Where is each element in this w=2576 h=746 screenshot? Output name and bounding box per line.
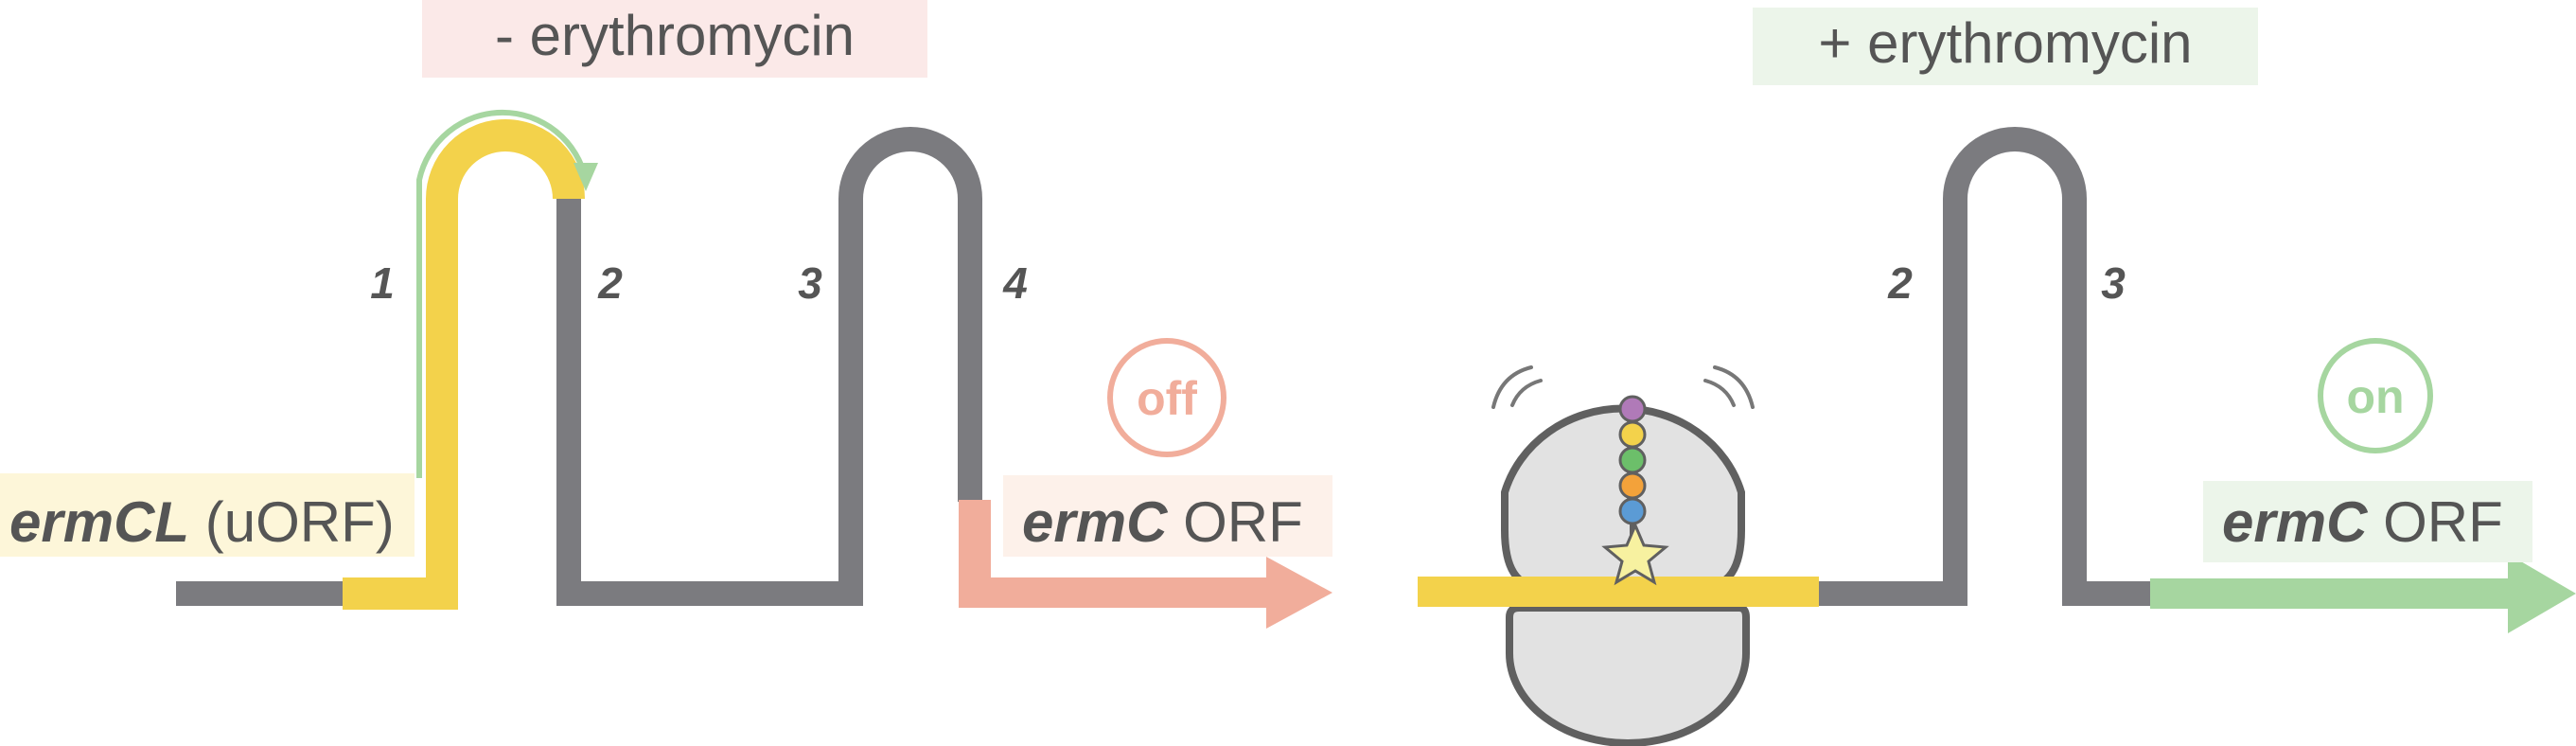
stem-number-1: 1 <box>370 258 395 308</box>
orf-on-label: ermC ORF <box>2222 490 2503 554</box>
uorf-label-bg <box>0 473 415 557</box>
uorf-gene-name: ermCL <box>9 490 189 554</box>
mrna-right-hairpin <box>1798 127 2167 606</box>
orf-on-gene-name: ermC <box>2222 490 2369 554</box>
condition-label-minus: - erythromycin <box>495 4 855 67</box>
uorf-gene-suffix: (uORF) <box>189 490 395 554</box>
orf-off-label-bg <box>1003 475 1332 557</box>
star-icon <box>1601 522 1669 586</box>
stem-number-3: 3 <box>798 258 822 308</box>
translation-path-arrow <box>416 109 589 478</box>
orf-on-label-bg <box>2203 481 2532 562</box>
stem-number-2-right: 2 <box>1887 258 1913 308</box>
uorf-label: ermCL (uORF) <box>9 490 395 554</box>
translation-arrowhead <box>573 163 598 191</box>
orf-on-arrowhead <box>2508 554 2576 633</box>
condition-label-plus-bg <box>1753 8 2258 85</box>
stem-number-2: 2 <box>597 258 623 308</box>
condition-label-minus-bg <box>422 0 927 78</box>
mrna-left-hairpin-stem2 <box>556 199 863 606</box>
nascent-chain-residue-3 <box>1618 446 1647 474</box>
uorf-segment <box>343 119 585 610</box>
stem-number-3-right: 3 <box>2101 258 2126 308</box>
nascent-chain-residue-5 <box>1618 497 1647 525</box>
status-off-badge <box>1107 338 1226 457</box>
stem-number-4: 4 <box>1002 258 1028 308</box>
left-panel: - erythromycin 1 2 3 4 ermCL (uORF) ermC… <box>0 0 1332 629</box>
mrna-left-loop-3-4 <box>838 127 982 502</box>
nascent-chain-residue-1 <box>1618 395 1647 423</box>
orf-on-gene-suffix: ORF <box>2367 490 2502 554</box>
orf-off-gene-suffix: ORF <box>1167 490 1302 554</box>
motion-lines-icon <box>1491 365 1755 409</box>
status-on-badge <box>2318 338 2433 453</box>
orf-off-bar <box>959 577 1271 608</box>
stalled-ribosome <box>1418 365 1819 746</box>
right-panel: + erythromycin 2 3 ermC ORF on <box>1418 8 2576 746</box>
status-on-text: on <box>2346 370 2404 423</box>
ribosome-small-subunit <box>1506 604 1750 746</box>
orf-on-bar <box>2150 578 2515 609</box>
condition-label-plus: + erythromycin <box>1818 11 2192 75</box>
orf-off-label: ermC ORF <box>1022 490 1303 554</box>
status-off-text: off <box>1137 372 1197 425</box>
nascent-chain-residue-4 <box>1618 471 1647 500</box>
orf-off-arrowhead <box>1266 557 1332 629</box>
nascent-chain-residue-2 <box>1618 420 1647 449</box>
orf-off-gene-name: ermC <box>1022 490 1169 554</box>
